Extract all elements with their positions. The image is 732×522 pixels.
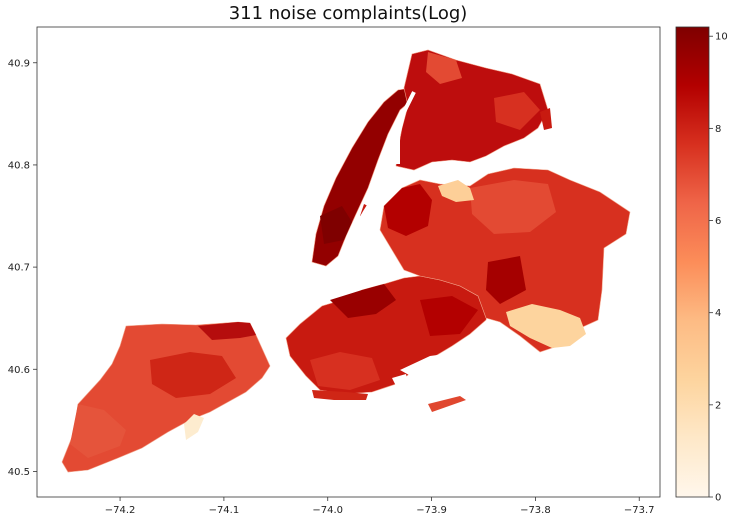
region-city-island — [540, 108, 552, 130]
region-rockaway — [428, 396, 466, 412]
region-laguardia-airport — [438, 180, 474, 202]
colorbar-tick-label: 2 — [715, 400, 721, 411]
colorbar-tick-label: 6 — [715, 216, 721, 227]
colorbar-tick-label: 4 — [715, 308, 721, 319]
region-brooklyn-north — [330, 284, 396, 318]
east-river — [327, 166, 401, 284]
region-staten-island-west — [70, 404, 126, 458]
region-coney-island — [312, 390, 368, 400]
region-queens-central — [470, 180, 556, 234]
y-tick-label: 40.8 — [8, 160, 30, 171]
sheepshead-bay — [392, 374, 408, 386]
region-bronx-east — [494, 92, 540, 130]
colorbar — [675, 26, 710, 498]
region-staten-island-mid — [150, 352, 236, 398]
harlem-river — [396, 91, 416, 164]
x-tick-label: −73.8 — [520, 505, 551, 516]
y-axis: 40.9 40.8 40.7 40.6 40.5 — [8, 58, 37, 478]
x-tick-label: −73.7 — [624, 505, 655, 516]
region-brooklyn-south — [310, 352, 380, 390]
region-brooklyn-east — [420, 296, 478, 336]
x-axis: −74.2 −74.1 −74.0 −73.9 −73.8 −73.7 — [105, 497, 655, 516]
region-staten-island-north — [198, 322, 256, 340]
x-tick-label: −74.2 — [105, 505, 136, 516]
region-bronx-north — [426, 52, 462, 84]
region-jfk-airport — [506, 304, 586, 348]
y-tick-label: 40.5 — [8, 467, 30, 478]
colorbar-tick-label: 8 — [715, 124, 721, 135]
newtown-creek — [355, 240, 389, 256]
region-queens-west — [384, 184, 432, 236]
x-tick-label: −73.9 — [416, 505, 447, 516]
map-regions — [61, 49, 631, 473]
region-staten-island-south — [184, 414, 204, 440]
y-tick-label: 40.6 — [8, 365, 30, 376]
jamaica-bay-islands — [400, 352, 486, 380]
colorbar-axis: 0 2 4 6 8 10 — [709, 32, 728, 504]
x-tick-label: −74.1 — [209, 505, 240, 516]
colorbar-tick-label: 0 — [715, 493, 721, 504]
region-manhattan-midtown — [320, 206, 352, 244]
y-tick-label: 40.9 — [8, 58, 30, 69]
y-tick-label: 40.7 — [8, 263, 30, 274]
plot-frame — [36, 26, 661, 498]
map-title: 311 noise complaints(Log) — [228, 3, 468, 24]
colorbar-tick-label: 10 — [715, 32, 728, 43]
region-queens-south — [486, 256, 526, 304]
x-tick-label: −74.0 — [312, 505, 343, 516]
